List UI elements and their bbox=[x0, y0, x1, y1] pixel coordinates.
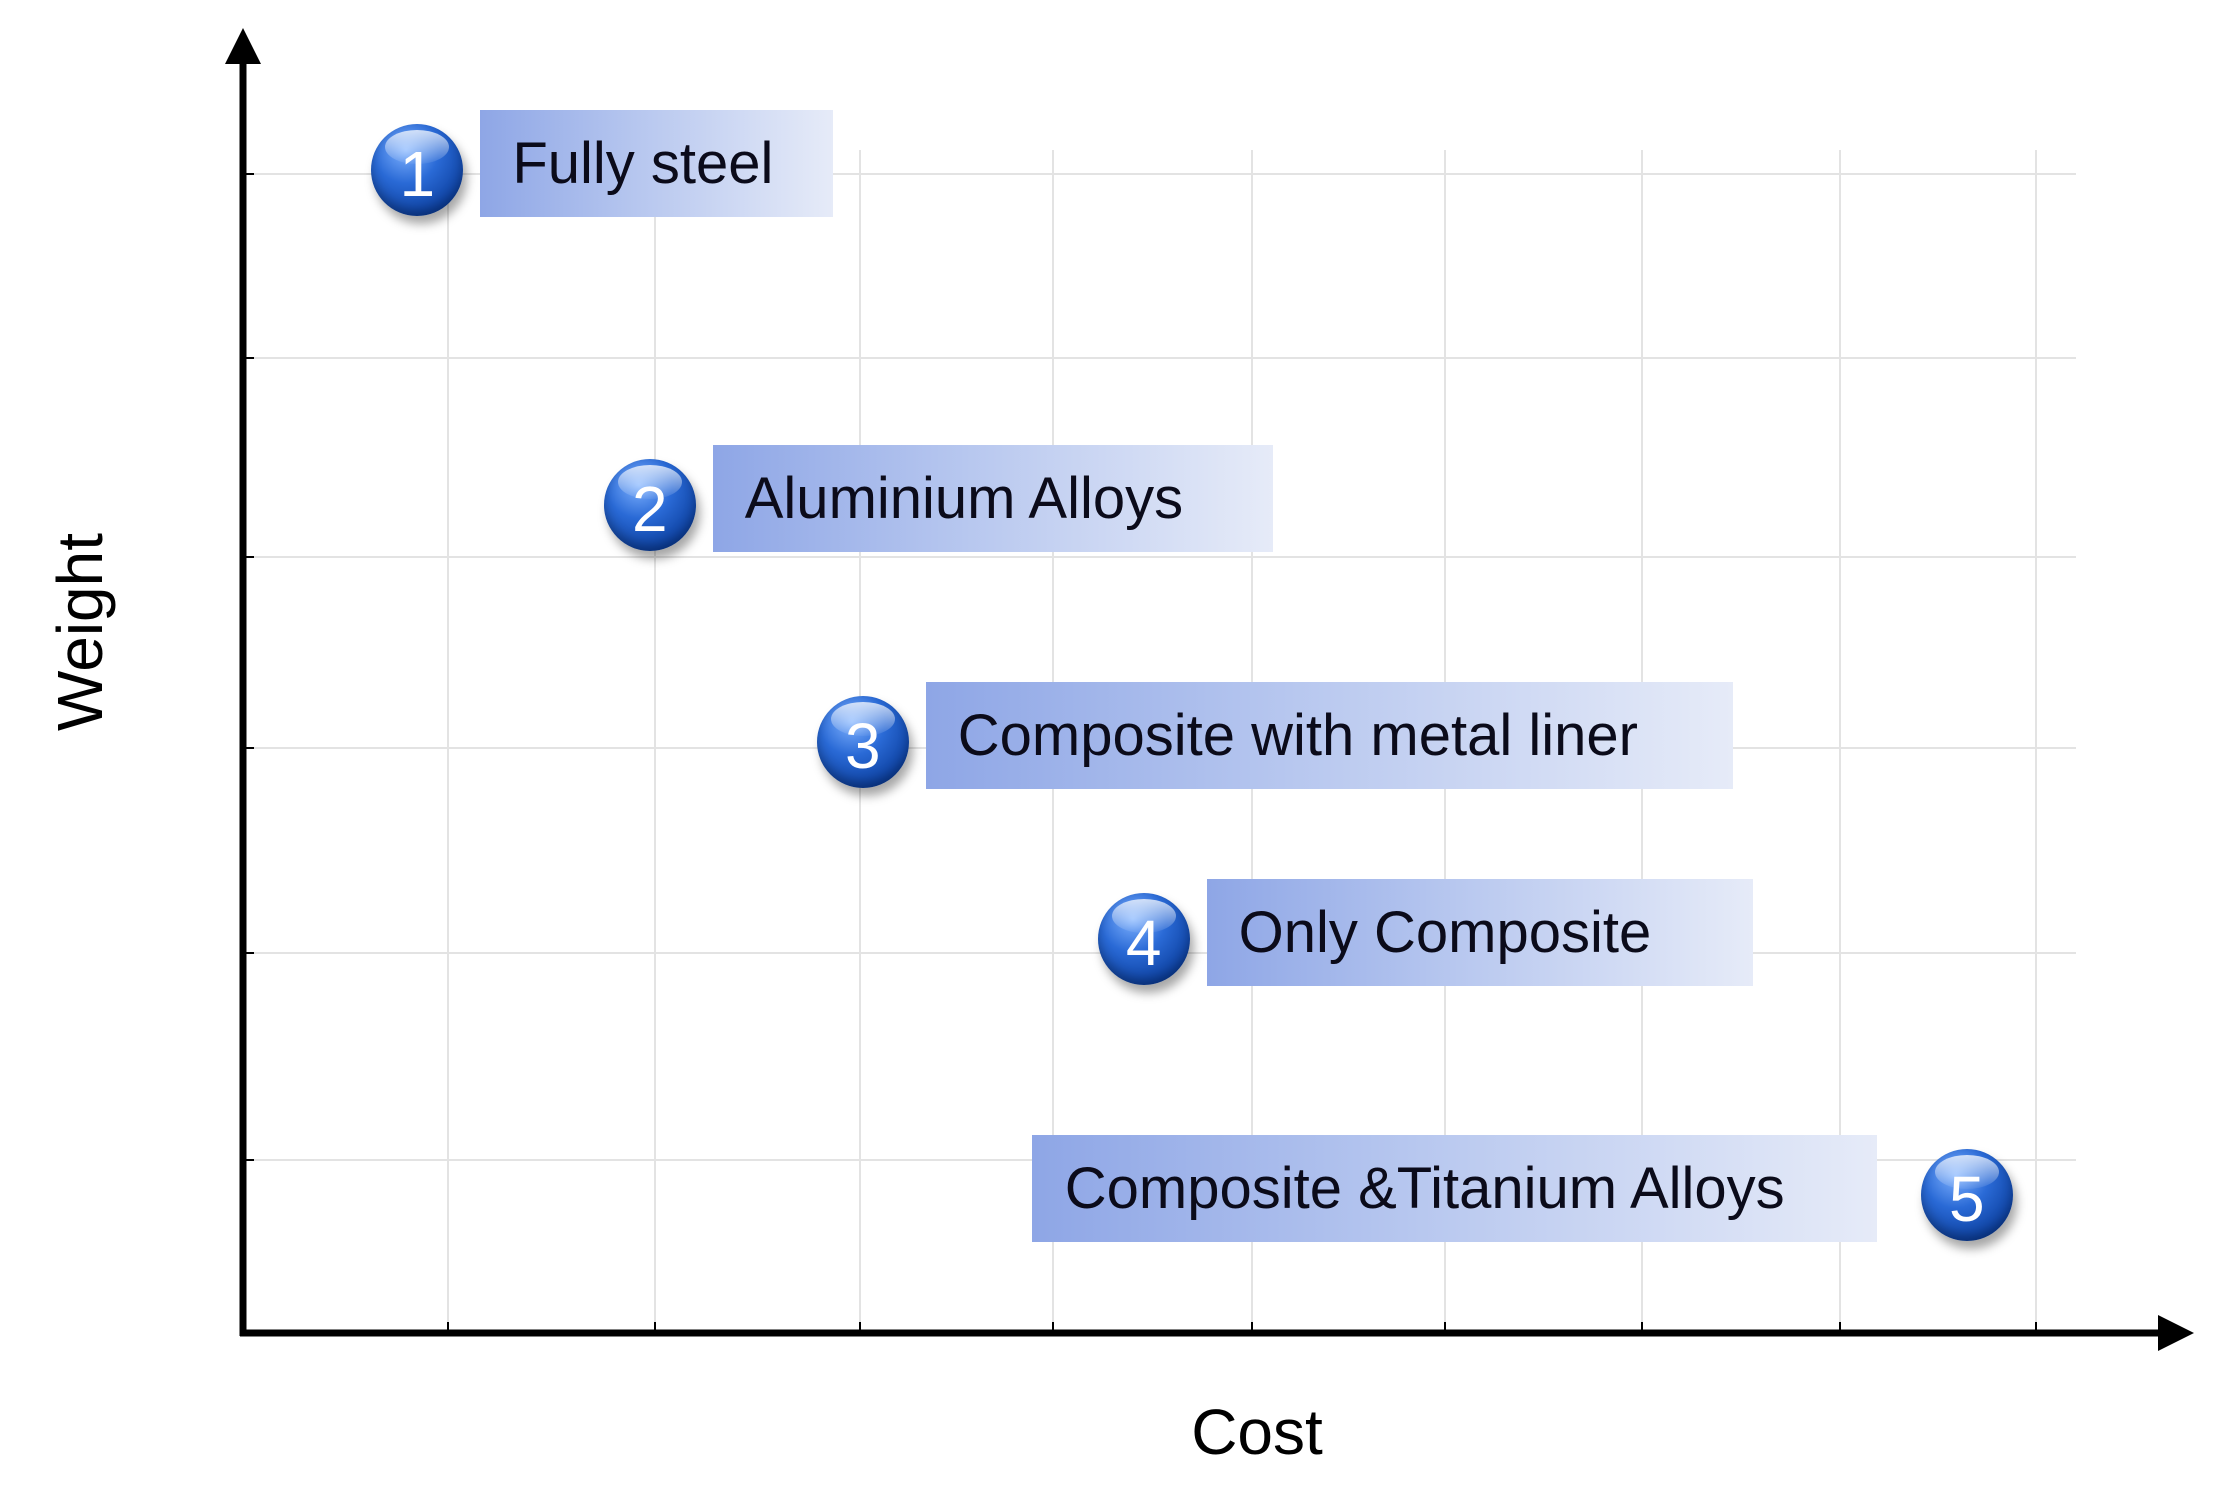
y-axis-title: Weight bbox=[44, 532, 116, 732]
point-label: Composite with metal liner bbox=[925, 681, 1733, 789]
point-number: 3 bbox=[844, 709, 881, 782]
point-label: Composite &Titanium Alloys bbox=[1031, 1134, 1877, 1242]
point-number-badge: 5 bbox=[1920, 1148, 2013, 1241]
point-label: Fully steel bbox=[480, 109, 834, 217]
point-label: Only Composite bbox=[1206, 878, 1753, 986]
point-number-badge: 1 bbox=[371, 123, 464, 216]
point-number: 1 bbox=[399, 137, 436, 210]
point-number-badge: 4 bbox=[1097, 892, 1190, 985]
point-number: 4 bbox=[1125, 906, 1162, 979]
point-number-badge: 2 bbox=[603, 458, 696, 551]
point-label: Aluminium Alloys bbox=[712, 444, 1273, 552]
point-number-badge: 3 bbox=[816, 695, 909, 788]
axes bbox=[225, 28, 2194, 1351]
point-number: 2 bbox=[631, 472, 668, 545]
x-axis-arrow-icon bbox=[2158, 1315, 2194, 1351]
x-axis-title: Cost bbox=[1191, 1396, 1323, 1468]
point-number: 5 bbox=[1948, 1162, 1985, 1235]
y-axis-arrow-icon bbox=[225, 28, 261, 64]
